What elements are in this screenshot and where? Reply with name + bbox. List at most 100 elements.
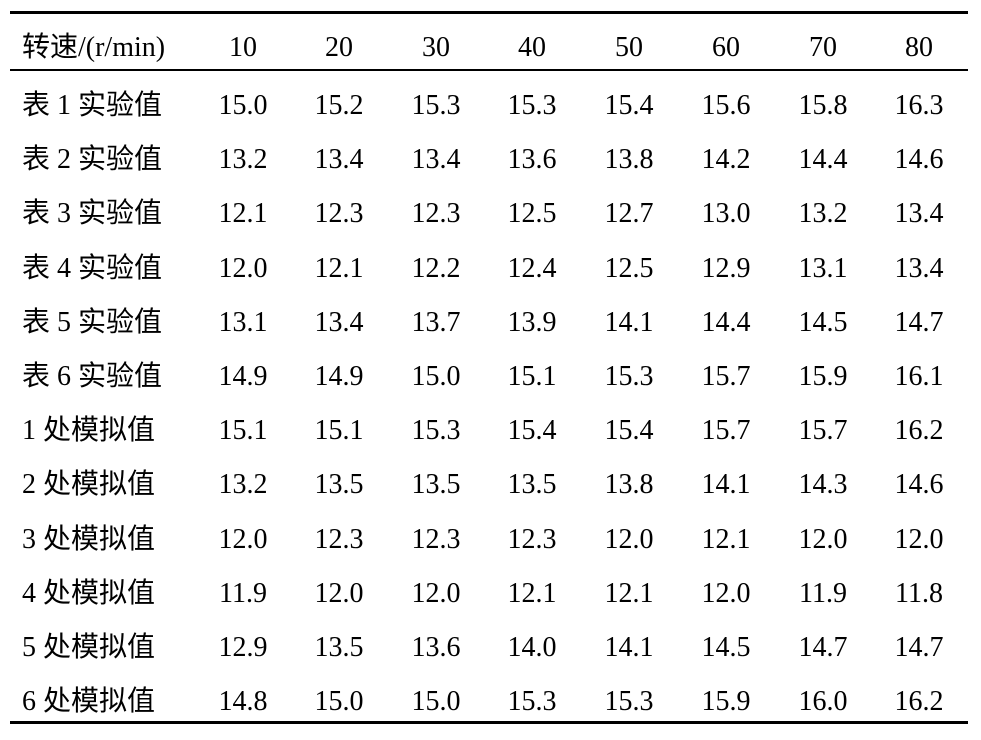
table-cell: 15.1	[507, 361, 557, 392]
row-label: 表 5 实验值	[22, 306, 163, 338]
table-cell: 12.5	[507, 198, 557, 230]
row-label: 4 处模拟值	[22, 577, 156, 609]
table-cell: 14.1	[701, 469, 751, 501]
table-cell: 14.7	[894, 306, 944, 338]
table-cell: 14.1	[604, 306, 654, 338]
header-cell: 40	[518, 32, 546, 63]
table-cell: 12.0	[218, 523, 268, 555]
table-cell: 13.1	[798, 252, 848, 284]
row-label: 2 处模拟值	[22, 469, 156, 501]
table-cell: 15.2	[314, 90, 364, 121]
table-cell: 15.8	[798, 90, 848, 121]
table-cell: 13.4	[894, 198, 944, 230]
row-label: 5 处模拟值	[22, 632, 156, 663]
table-cell: 12.1	[218, 198, 268, 230]
table-cell: 16.3	[894, 90, 944, 121]
table-cell: 12.1	[314, 252, 364, 284]
table-cell: 15.4	[604, 415, 654, 447]
table-cell: 13.8	[604, 144, 654, 176]
table-cell: 12.0	[411, 577, 461, 609]
header-cell: 20	[325, 32, 353, 63]
row-label: 表 3 实验值	[22, 198, 163, 230]
table-cell: 16.2	[894, 686, 944, 718]
table-cell: 13.2	[798, 198, 848, 230]
table-cell: 14.3	[798, 469, 848, 501]
header-cell: 60	[712, 32, 740, 63]
table-cell: 15.3	[604, 361, 654, 392]
table-cell: 12.1	[604, 577, 654, 609]
table-cell: 13.6	[507, 144, 557, 176]
table-cell: 12.0	[894, 523, 944, 555]
table-cell: 15.0	[314, 686, 364, 718]
table-cell: 15.3	[507, 90, 557, 121]
table-cell: 14.9	[314, 361, 364, 392]
header-cell: 30	[422, 32, 450, 63]
header-cell: 10	[229, 32, 257, 63]
table-cell: 12.5	[604, 252, 654, 284]
table-cell: 15.3	[411, 415, 461, 447]
table-cell: 15.4	[507, 415, 557, 447]
table-cell: 13.4	[894, 252, 944, 284]
table-cell: 12.9	[218, 632, 268, 663]
table-cell: 14.0	[507, 632, 557, 663]
row-label: 1 处模拟值	[22, 415, 156, 447]
table-cell: 13.0	[701, 198, 751, 230]
table-cell: 13.6	[411, 632, 461, 663]
table-cell: 14.5	[701, 632, 751, 663]
table-cell: 13.8	[604, 469, 654, 501]
table-cell: 15.1	[314, 415, 364, 447]
table-cell: 14.4	[798, 144, 848, 176]
table-cell: 12.3	[507, 523, 557, 555]
table-cell: 12.7	[604, 198, 654, 230]
table-cell: 14.5	[798, 306, 848, 338]
table-cell: 12.2	[411, 252, 461, 284]
table-cell: 13.1	[218, 306, 268, 338]
table-cell: 13.5	[314, 469, 364, 501]
table-cell: 14.2	[701, 144, 751, 176]
table-cell: 15.7	[701, 361, 751, 392]
header-label: 转速/(r/min)	[22, 32, 166, 63]
table-cell: 13.5	[314, 632, 364, 663]
table-cell: 15.3	[604, 686, 654, 718]
table-cell: 12.3	[314, 523, 364, 555]
table-cell: 12.4	[507, 252, 557, 284]
table-cell: 14.9	[218, 361, 268, 392]
table-cell: 12.0	[314, 577, 364, 609]
table-cell: 15.9	[701, 686, 751, 718]
table-cell: 14.6	[894, 469, 944, 501]
table-cell: 13.7	[411, 306, 461, 338]
table-cell: 12.0	[701, 577, 751, 609]
table-cell: 12.0	[218, 252, 268, 284]
table-cell: 11.8	[895, 577, 943, 609]
table-cell: 13.5	[411, 469, 461, 501]
table-cell: 12.1	[701, 523, 751, 555]
table-cell: 14.7	[894, 632, 944, 663]
table-cell: 14.4	[701, 306, 751, 338]
table-cell: 14.7	[798, 632, 848, 663]
table-cell: 15.0	[411, 361, 461, 392]
header-cell: 50	[615, 32, 643, 63]
row-label: 表 2 实验值	[22, 144, 163, 176]
table-cell: 13.2	[218, 469, 268, 501]
table-cell: 15.9	[798, 361, 848, 392]
table-cell: 12.3	[411, 198, 461, 230]
bottom-rule	[10, 721, 968, 724]
row-label: 表 6 实验值	[22, 361, 163, 392]
row-label: 3 处模拟值	[22, 523, 156, 555]
table-cell: 13.5	[507, 469, 557, 501]
top-rule	[10, 11, 968, 14]
table-cell: 12.0	[798, 523, 848, 555]
table-cell: 13.4	[411, 144, 461, 176]
table-cell: 11.9	[799, 577, 847, 609]
table-cell: 13.2	[218, 144, 268, 176]
table-cell: 15.1	[218, 415, 268, 447]
table-cell: 15.7	[701, 415, 751, 447]
table-cell: 16.2	[894, 415, 944, 447]
table-cell: 15.6	[701, 90, 751, 121]
table-cell: 14.8	[218, 686, 268, 718]
table-cell: 13.9	[507, 306, 557, 338]
table-cell: 13.4	[314, 306, 364, 338]
row-label: 表 4 实验值	[22, 252, 163, 284]
table-cell: 16.1	[894, 361, 944, 392]
